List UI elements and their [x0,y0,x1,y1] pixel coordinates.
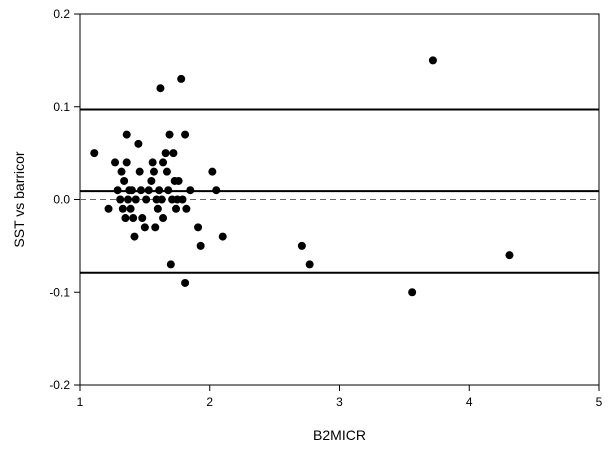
data-point [118,204,127,213]
data-point [130,232,139,241]
data-point [181,278,190,287]
data-point [151,223,160,232]
data-point [218,232,227,241]
data-point [122,158,131,167]
data-point [120,176,129,185]
data-point [116,195,125,204]
data-point [305,260,314,269]
data-point [159,158,168,167]
data-point [136,186,145,195]
data-point [165,130,174,139]
data-point [194,223,203,232]
data-point [117,167,126,176]
data-point [90,149,99,158]
data-point [505,251,514,260]
data-point [428,56,437,65]
data-point [408,288,417,297]
data-point [172,204,181,213]
data-point [142,195,151,204]
data-point [164,186,173,195]
data-point [126,204,135,213]
data-point [174,176,183,185]
data-point [121,214,130,223]
data-point [156,84,165,93]
data-point [147,176,156,185]
data-point [131,195,140,204]
data-point [144,186,153,195]
data-point [208,167,217,176]
data-points [90,56,514,297]
data-point [140,223,149,232]
data-point [166,260,175,269]
x-tick-label: 2 [206,395,213,409]
data-point [122,130,131,139]
data-point [135,167,144,176]
data-point [149,167,158,176]
x-axis-ticks: 1 2 3 4 5 [77,385,603,409]
data-point [153,204,162,213]
data-point [111,158,120,167]
data-point [134,139,143,148]
data-point [124,195,133,204]
data-point [113,186,122,195]
data-point [129,214,138,223]
y-tick-label: 0.0 [53,193,70,207]
data-point [162,167,171,176]
data-point [181,130,190,139]
x-tick-label: 3 [336,395,343,409]
x-tick-label: 1 [77,395,84,409]
data-point [161,149,170,158]
x-tick-label: 4 [466,395,473,409]
data-point [177,74,186,83]
y-tick-label: 0.1 [53,100,70,114]
data-point [169,149,178,158]
data-point [155,186,164,195]
data-point [212,186,221,195]
data-point [159,214,168,223]
data-point [182,204,191,213]
data-point [196,241,205,250]
data-point [138,214,147,223]
data-point [178,195,187,204]
data-point [148,158,157,167]
x-axis-title: B2MICR [313,427,366,443]
data-point [104,204,113,213]
y-axis-ticks: -0.2 -0.1 0.0 0.1 0.2 [49,7,80,392]
y-tick-label: 0.2 [53,7,70,21]
data-point [157,195,166,204]
y-tick-label: -0.1 [49,285,70,299]
data-point [297,241,306,250]
x-tick-label: 5 [596,395,603,409]
y-tick-label: -0.2 [49,378,70,392]
y-axis-title: SST vs barricor [11,151,27,248]
data-point [186,186,195,195]
data-point [127,186,136,195]
